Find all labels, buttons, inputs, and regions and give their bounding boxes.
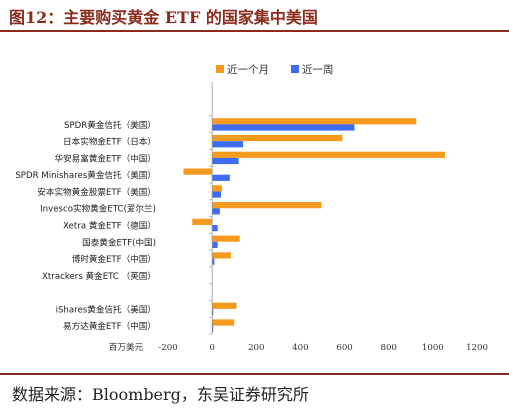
bar-chart: 近一个月 近一周 SPDR黄金信托（美国） 日本实物金ETF（日本） 华安易富黄金ETF… [15, 63, 488, 352]
category-row: iShares黄金信托（美国） [56, 302, 237, 316]
bar-month [212, 319, 235, 326]
x-tick-label: 800 [381, 343, 397, 352]
category-label: SPDR黄金信托（美国） [64, 119, 156, 131]
bar-month [212, 151, 445, 158]
legend-swatch [291, 65, 299, 73]
category-row: 日本实物金ETF（日本） [63, 134, 343, 148]
bottom-rule [0, 373, 509, 375]
category-label: 博时黄金ETF（中国） [72, 253, 156, 265]
legend-item: 近一个月 [216, 63, 269, 76]
bar-week [212, 174, 230, 181]
x-tick-label: 200 [248, 343, 264, 352]
bar-month [192, 218, 213, 225]
category-row: Xetra 黄金ETF（德国） [63, 218, 218, 232]
category-row: 安本实物黄金股票ETF（美国） [37, 185, 223, 198]
bar-week [212, 208, 220, 215]
category-label: 华安易富黄金ETF（中国） [54, 152, 156, 164]
category-row: 华安易富黄金ETF（中国） [54, 151, 445, 165]
category-row: SPDR黄金信托（美国） [64, 118, 417, 131]
bar-month [212, 302, 237, 309]
bar-week [212, 191, 221, 198]
x-tick-label: 1200 [466, 343, 488, 352]
top-rule [0, 30, 509, 32]
category-label: Invesco实物黄金ETC(爱尔兰) [40, 203, 156, 215]
source-note: 数据来源：Bloomberg，东吴证券研究所 [12, 385, 309, 404]
bar-week [212, 157, 239, 165]
legend-label: 近一个月 [227, 63, 269, 76]
bar-week [212, 124, 355, 131]
bar-month [212, 185, 223, 192]
category-row: 易方达黄金ETF（中国） [63, 319, 235, 332]
bar-month [212, 202, 322, 209]
bar-week [212, 225, 218, 232]
category-label: iShares黄金信托（美国） [56, 303, 156, 315]
bar-month [212, 118, 417, 125]
bar-week [212, 308, 214, 316]
legend-item: 近一周 [291, 63, 334, 76]
category-label: Xtrackers 黄金ETC （英国） [42, 270, 156, 282]
bar-month [183, 168, 213, 175]
bar-month [212, 252, 231, 259]
category-label: 安本实物黄金股票ETF（美国） [37, 186, 156, 198]
bar-week [212, 325, 214, 332]
category-label: SPDR Minishares黄金信托（美国） [15, 169, 156, 181]
legend-label: 近一周 [302, 63, 334, 76]
category-label: 日本实物金ETF（日本） [63, 136, 156, 148]
legend-swatch [216, 65, 224, 73]
bar-week [212, 258, 215, 265]
x-tick-label: 600 [336, 343, 352, 352]
bar-month [212, 235, 240, 242]
x-tick-label: -200 [158, 343, 177, 352]
category-label: 易方达黄金ETF（中国） [63, 320, 156, 332]
bar-week [212, 241, 218, 248]
category-row: 博时黄金ETF（中国） [72, 252, 231, 265]
category-row: SPDR Minishares黄金信托（美国） [15, 168, 230, 181]
category-row: 国泰黄金ETF(中国) [82, 235, 240, 248]
legend: 近一个月 近一周 [216, 63, 334, 76]
bar-week [212, 141, 244, 148]
bar-month [212, 134, 343, 142]
x-tick-label: 1000 [422, 343, 444, 352]
category-row: Xtrackers 黄金ETC （英国） [42, 270, 156, 282]
x-axis-unit: 百万美元 [109, 341, 144, 352]
category-row: Invesco实物黄金ETC(爱尔兰) [40, 202, 322, 215]
x-tick-label: 400 [292, 343, 308, 352]
figure-title: 图12：主要购买黄金 ETF 的国家集中美国 [9, 8, 318, 27]
category-label: 国泰黄金ETF(中国) [82, 236, 156, 248]
category-label: Xetra 黄金ETF（德国） [63, 220, 156, 232]
x-tick-label: 0 [209, 343, 214, 352]
